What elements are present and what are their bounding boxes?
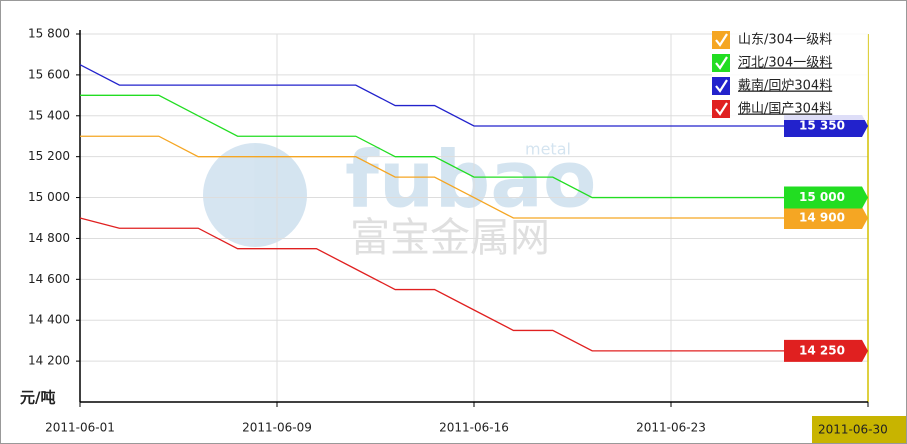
end-flag: [784, 186, 868, 209]
end-flag: [784, 115, 868, 137]
y-tick-label: 14 400: [28, 313, 70, 327]
end-flag: [784, 207, 868, 229]
x-tick-label: 2011-06-16: [439, 421, 509, 435]
x-highlight-box: [812, 416, 906, 443]
y-tick-label: 14 800: [28, 231, 70, 245]
watermark-logo: fubao: [345, 135, 597, 225]
y-tick-label: 15 800: [28, 27, 70, 41]
y-tick-label: 15 600: [28, 67, 70, 81]
series-line: [80, 94, 868, 199]
end-flag-label: 15 000: [799, 190, 845, 204]
legend-label: 山东/304一级料: [738, 33, 832, 48]
watermark: fubao metal 富宝金属网: [203, 135, 597, 261]
legend-check: [715, 79, 728, 93]
legend-swatch: [712, 100, 730, 118]
legend-swatch: [712, 31, 730, 49]
legend-label: 河北/304一级料: [738, 56, 832, 71]
series-line: [79, 64, 868, 127]
legend-check: [715, 56, 728, 70]
x-tick-label: 2011-06-23: [636, 421, 706, 435]
y-tick-label: 15 000: [28, 190, 70, 204]
y-tick-label: 14 200: [28, 354, 70, 368]
legend-label: 戴南/回炉304料: [738, 78, 832, 94]
end-flag: [784, 339, 868, 362]
legend-box: [712, 28, 868, 120]
y-tick-label: 15 400: [28, 108, 70, 122]
end-flag-label: 15 350: [799, 119, 845, 133]
y-tick-label: 15 200: [28, 149, 70, 163]
watermark-small: metal: [525, 140, 571, 159]
legend-check: [715, 102, 728, 116]
y-axis-label: 元/吨: [20, 389, 55, 407]
series-line: [80, 135, 868, 219]
y-tick-label: 14 600: [28, 272, 70, 286]
legend-label: 佛山/国产304料: [738, 102, 832, 117]
x-tick-label: 2011-06-09: [242, 421, 312, 435]
end-flag-label: 14 250: [799, 343, 845, 357]
series-line: [79, 217, 868, 352]
legend-swatch: [712, 54, 730, 72]
legend-check: [715, 33, 728, 47]
legend-swatch: [712, 77, 730, 95]
watermark-logo-icon: [203, 143, 307, 247]
x-tick-label: 2011-06-30: [818, 423, 888, 437]
x-tick-label: 2011-06-01: [45, 421, 115, 435]
end-flag-label: 14 900: [799, 211, 845, 225]
